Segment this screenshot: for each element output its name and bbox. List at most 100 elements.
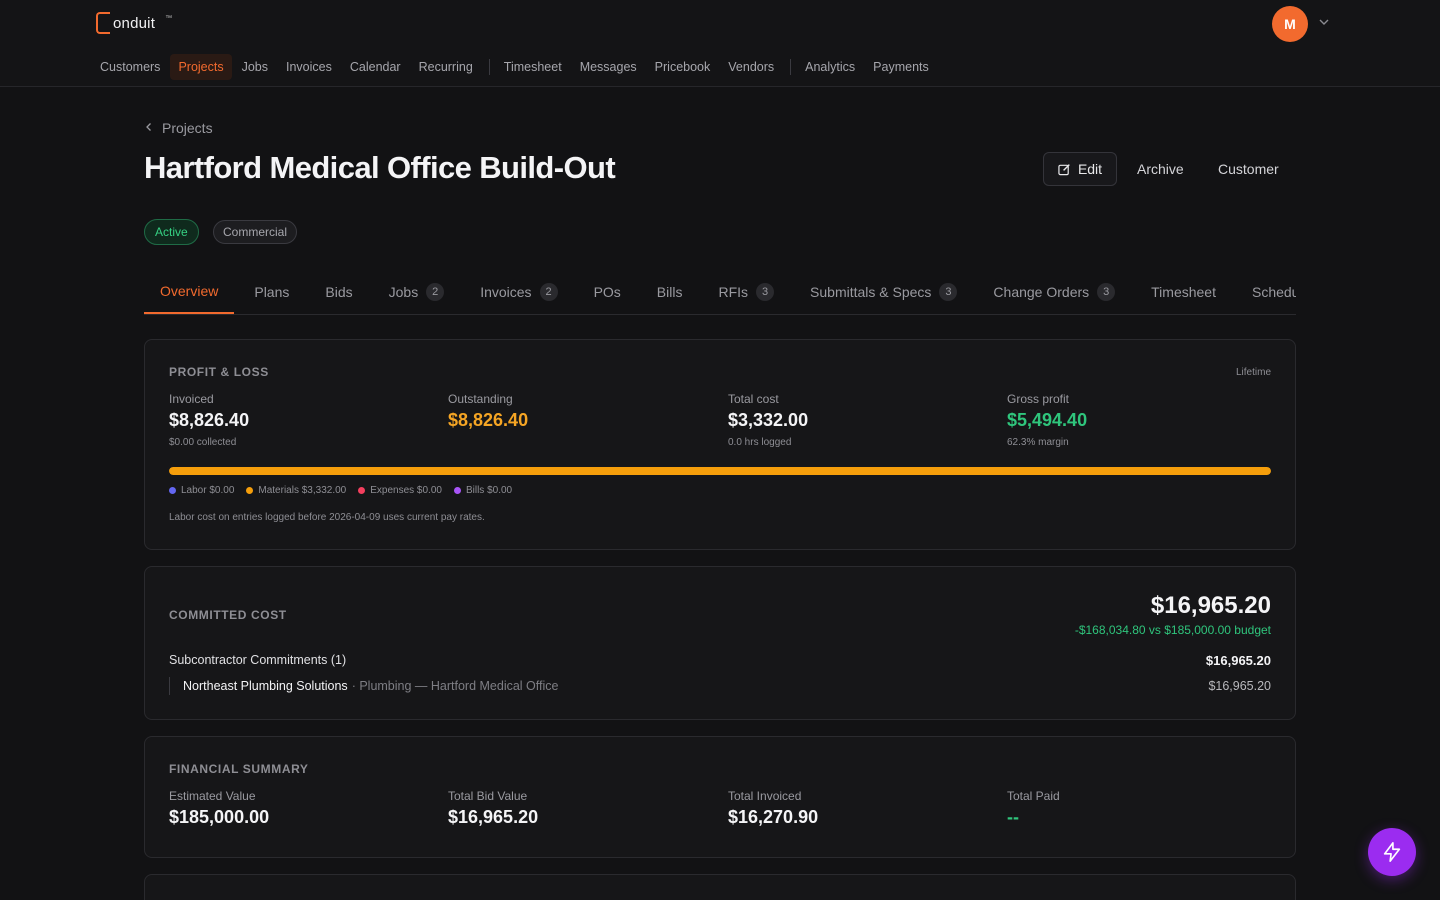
- metric-sub: 0.0 hrs logged: [728, 437, 792, 448]
- committed-cost-card: COMMITTED COST $16,965.20 -$168,034.80 v…: [144, 566, 1296, 720]
- legend-item-expenses: Expenses $0.00: [358, 485, 442, 496]
- commitment-item[interactable]: Northeast Plumbing Solutions · Plumbing …: [169, 677, 558, 695]
- nav-item-invoices[interactable]: Invoices: [286, 60, 332, 74]
- tab-label: Jobs: [388, 284, 419, 300]
- chevron-down-icon[interactable]: [1316, 14, 1332, 30]
- nav-item-projects[interactable]: Projects: [170, 54, 232, 80]
- tab-submittals-specs[interactable]: Submittals & Specs 3: [794, 270, 973, 314]
- vendor-name: Northeast Plumbing Solutions: [183, 679, 348, 693]
- nav-item-pricebook[interactable]: Pricebook: [654, 60, 711, 74]
- customer-button[interactable]: Customer: [1218, 161, 1279, 177]
- tab-label: RFIs: [718, 284, 749, 300]
- tab-label: Submittals & Specs: [810, 284, 932, 300]
- metric-total-invoiced: Total Invoiced $16,270.90: [728, 789, 988, 828]
- legend-label: Bills $0.00: [465, 485, 513, 496]
- financial-summary-card: FINANCIAL SUMMARY Estimated Value $185,0…: [144, 736, 1296, 858]
- budget-delta: -$168,034.80 vs $185,000.00 budget: [1074, 623, 1271, 637]
- nav-item-analytics[interactable]: Analytics: [805, 60, 856, 74]
- metric-label: Total cost: [728, 392, 779, 406]
- nav-item-messages[interactable]: Messages: [579, 60, 637, 74]
- quick-action-button[interactable]: [1368, 828, 1416, 876]
- lightning-icon: [1381, 841, 1403, 863]
- metric-gross-profit: Gross profit $5,494.40 62.3% margin: [1007, 392, 1267, 448]
- nav-item-timesheet[interactable]: Timesheet: [503, 60, 562, 74]
- section-title: PROFIT & LOSS: [169, 365, 269, 379]
- tab-overview[interactable]: Overview: [144, 270, 235, 314]
- legend-item-materials: Materials $3,332.00: [246, 485, 346, 496]
- tab-label: Change Orders: [993, 284, 1090, 300]
- nav-item-customers[interactable]: Customers: [100, 60, 161, 74]
- tab-rfis[interactable]: RFIs 3: [702, 270, 790, 314]
- legend-dot: [453, 487, 461, 494]
- logo-trademark: ™: [165, 14, 173, 22]
- metric-sub: $0.00 collected: [169, 437, 237, 448]
- tab-count: 3: [756, 283, 775, 301]
- metric-label: Estimated Value: [169, 789, 256, 803]
- tab-count: 3: [939, 283, 958, 301]
- tab-label: Overview: [160, 283, 219, 299]
- tab-label: Bills: [656, 284, 683, 300]
- legend-dot: [358, 487, 366, 494]
- nav-divider: [790, 59, 792, 75]
- edit-button[interactable]: Edit: [1043, 152, 1117, 186]
- metric-label: Invoiced: [169, 392, 214, 406]
- period-label: Lifetime: [1235, 367, 1271, 378]
- metric-label: Total Bid Value: [448, 789, 528, 803]
- edit-label: Edit: [1077, 161, 1103, 177]
- nav-item-payments[interactable]: Payments: [873, 60, 929, 74]
- committed-cost-total: $16,965.20: [1150, 592, 1271, 619]
- metric-value: $16,270.90: [728, 807, 819, 827]
- tab-count: 2: [539, 283, 558, 301]
- legend-label: Expenses $0.00: [370, 485, 442, 496]
- nav-divider: [488, 59, 490, 75]
- avatar[interactable]: M: [1272, 6, 1308, 42]
- nav-item-jobs[interactable]: Jobs: [241, 60, 268, 74]
- metric-invoiced: Invoiced $8,826.40 $0.00 collected: [169, 392, 429, 448]
- nav-item-recurring[interactable]: Recurring: [418, 60, 473, 74]
- tab-label: Timesheet: [1151, 284, 1216, 300]
- tab-pos[interactable]: POs: [578, 270, 637, 314]
- metric-value: $8,826.40: [448, 410, 529, 430]
- section-title: COMMITTED COST: [169, 608, 287, 622]
- metric-total-bid-value: Total Bid Value $16,965.20: [448, 789, 708, 828]
- profit-loss-card: PROFIT & LOSS Lifetime Invoiced $8,826.4…: [144, 339, 1296, 550]
- nav-item-calendar[interactable]: Calendar: [349, 60, 401, 74]
- metric-outstanding: Outstanding $8,826.40: [448, 392, 708, 431]
- metric-sub: 62.3% margin: [1007, 437, 1069, 448]
- tab-plans[interactable]: Plans: [238, 270, 305, 314]
- edit-icon: [1058, 163, 1071, 176]
- cost-breakdown-fill: [169, 467, 1271, 475]
- logo-mark-icon: [96, 12, 110, 34]
- metric-value: $8,826.40: [169, 410, 250, 430]
- metric-estimated-value: Estimated Value $185,000.00: [169, 789, 429, 828]
- labor-cost-note: Labor cost on entries logged before 2026…: [169, 512, 485, 523]
- section-title: FINANCIAL SUMMARY: [169, 762, 309, 776]
- tab-timesheet[interactable]: Timesheet: [1135, 270, 1232, 314]
- commitment-group-title[interactable]: Subcontractor Commitments (1): [169, 653, 347, 667]
- tab-label: POs: [593, 284, 621, 300]
- logo[interactable]: onduit ™: [96, 12, 172, 34]
- tab-label: Plans: [254, 284, 290, 300]
- breadcrumb-label: Projects: [162, 120, 213, 136]
- commitment-description: · Plumbing — Hartford Medical Office: [351, 679, 559, 693]
- commitment-group-amount: $16,965.20: [1205, 653, 1271, 668]
- tab-change-orders[interactable]: Change Orders 3: [977, 270, 1131, 314]
- tab-bills[interactable]: Bills: [641, 270, 699, 314]
- project-tabs: Overview Plans Bids Jobs 2 Invoices 2 POs …: [144, 270, 1296, 315]
- nav-item-vendors[interactable]: Vendors: [728, 60, 775, 74]
- tab-jobs[interactable]: Jobs 2: [373, 270, 461, 314]
- metric-value: --: [1007, 807, 1019, 827]
- commitment-item-amount: $16,965.20: [1208, 679, 1271, 693]
- metric-value: $3,332.00: [728, 410, 809, 430]
- tab-count: 3: [1097, 283, 1116, 301]
- tab-invoices[interactable]: Invoices 2: [464, 270, 573, 314]
- main-nav: Customers Projects Jobs Invoices Calenda…: [92, 52, 939, 82]
- tab-label: Bids: [325, 284, 353, 300]
- tab-schedule[interactable]: Schedule: [1236, 270, 1296, 314]
- page-title: Hartford Medical Office Build-Out: [144, 150, 616, 185]
- breadcrumb[interactable]: Projects: [144, 120, 213, 136]
- tab-bids[interactable]: Bids: [309, 270, 368, 314]
- top-bar: onduit ™ M Customers Projects Jobs Invoi…: [0, 0, 1440, 87]
- metric-total-cost: Total cost $3,332.00 0.0 hrs logged: [728, 392, 988, 448]
- archive-button[interactable]: Archive: [1137, 161, 1184, 177]
